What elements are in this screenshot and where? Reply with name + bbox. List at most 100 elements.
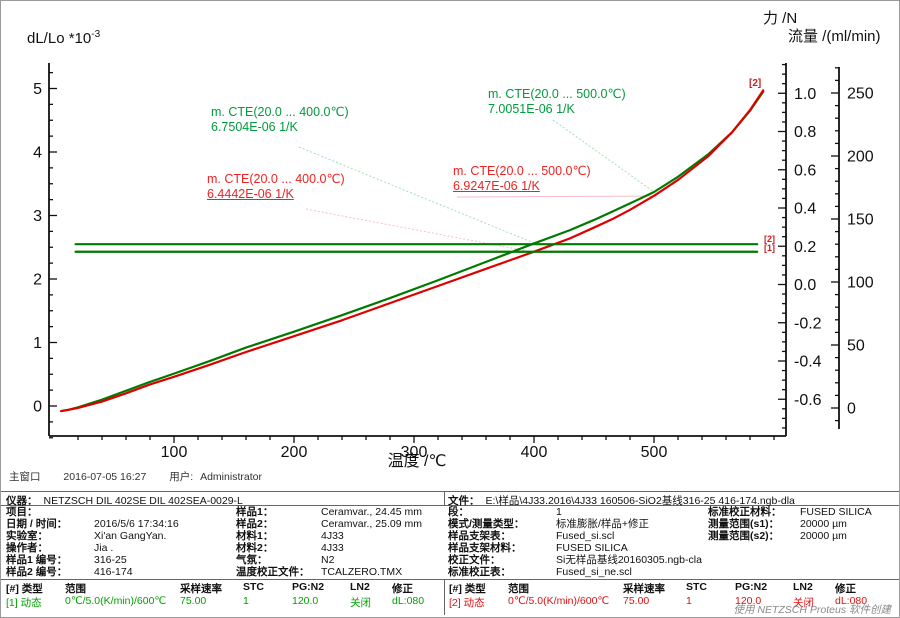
- info-row: 测量范围(s2)： 20000 µm: [708, 530, 872, 543]
- curve-dL-Lo-sample-2-[interactable]: [60, 89, 765, 413]
- cte-annotation-green-500[interactable]: m. CTE(20.0 ... 500.0℃) 7.0051E-06 1/K: [488, 87, 626, 117]
- info-value: 1: [556, 506, 562, 518]
- curve-dL-Lo-sample-1-[interactable]: [60, 90, 765, 413]
- segment-table-divider: [444, 579, 445, 615]
- tick-label: 3: [33, 208, 42, 225]
- info-column-4: 标准校正材料： FUSED SILICA 测量范围(s1)： 20000 µm 测量范围…: [708, 506, 872, 543]
- tick-label: 0.8: [794, 124, 816, 141]
- info-value: Fused_si_ne.scl: [556, 565, 632, 578]
- segment-value: 0℃/5.0(K/min)/600℃: [65, 595, 167, 607]
- info-column-3: 段： 1 模式/测量类型： 标准膨胀/样品+修正 样品支架表： Fused_si.scl 样…: [448, 506, 702, 579]
- info-row: 实验室： Xi'an GangYan.: [6, 529, 179, 543]
- flow-axis-title: 流量 /(ml/min): [788, 28, 881, 45]
- segment-header: LN2: [793, 581, 813, 593]
- tick-label: 200: [281, 444, 308, 461]
- segment-value: 75.00: [623, 595, 650, 607]
- info-row: 样品2 编号： 416-174: [6, 566, 179, 579]
- info-label: 样品支架材料：: [448, 541, 522, 554]
- info-label: 测量范围(s1)：: [708, 517, 780, 530]
- segment-value: 75.00: [180, 595, 207, 607]
- tick-label: 1: [33, 335, 42, 352]
- tick-label: 100: [847, 275, 874, 292]
- tick-label: 500: [641, 444, 668, 461]
- instrument-cell: 仪器： NETZSCH DIL 402SE DIL 402SEA-0029-L: [6, 493, 243, 508]
- info-value: 316-25: [94, 553, 127, 566]
- info-row: 操作者： Jia .: [6, 541, 179, 555]
- segment-header: PG:N2: [292, 581, 325, 593]
- info-row: 样品1 编号： 316-25: [6, 553, 179, 567]
- cte-annotation-value: 7.0051E-06 1/K: [488, 102, 575, 116]
- segment-value: 120.0: [292, 595, 319, 607]
- info-label: 材料1：: [236, 529, 274, 542]
- segment-header: 范围: [508, 583, 529, 595]
- info-label: 实验室：: [6, 529, 48, 542]
- segment-value: 1: [686, 595, 692, 607]
- instrument-label: 仪器：: [6, 495, 38, 507]
- tick-label: 250: [847, 86, 874, 103]
- info-value: Xi'an GangYan.: [94, 529, 167, 542]
- info-value: 2016/5/6 17:34:16: [94, 517, 179, 530]
- info-value: Fused_si.scl: [556, 529, 615, 542]
- info-value: 4J33: [321, 529, 344, 542]
- tick-label: 0.4: [794, 201, 816, 218]
- cte-annotation-green-400[interactable]: m. CTE(20.0 ... 400.0℃) 6.7504E-06 1/K: [211, 105, 349, 135]
- segment-value: 关闭: [793, 597, 814, 609]
- info-table-top-border: [1, 491, 899, 492]
- tick-label: 0: [33, 399, 42, 416]
- info-value: Ceramvar., 25.09 mm: [321, 517, 422, 530]
- cte-annotation-range: m. CTE(20.0 ... 500.0℃): [488, 87, 626, 101]
- info-row: 材料1： 4J33: [236, 529, 422, 543]
- segment-value: 1: [243, 595, 249, 607]
- info-row: 校正文件： Si无样品基线20160305.ngb-cla: [448, 553, 702, 567]
- segment-value: dL:080: [392, 595, 425, 607]
- info-value: Ceramvar., 24.45 mm: [321, 506, 422, 518]
- info-value: Si无样品基线20160305.ngb-cla: [556, 553, 702, 566]
- segment-value: 0℃/5.0(K/min)/600℃: [508, 595, 610, 607]
- info-value: FUSED SILICA: [800, 506, 872, 518]
- info-row: 项目：: [6, 506, 179, 519]
- segment-header: 修正: [835, 583, 856, 595]
- segment-header: 修正: [392, 583, 413, 595]
- segment-header: PG:N2: [735, 581, 768, 593]
- segment-header: STC: [243, 581, 264, 593]
- segment-header: 范围: [65, 583, 86, 595]
- info-label: 标准校正材料：: [708, 506, 782, 518]
- status-bar: 主窗口 2016-07-05 16:27 用户: Administrator: [9, 469, 262, 484]
- info-label: 样品1：: [236, 506, 274, 518]
- info-label: 操作者：: [6, 541, 48, 554]
- info-label: 段：: [448, 506, 469, 518]
- tick-label: 300: [401, 444, 428, 461]
- info-table-row-divider: [1, 505, 899, 506]
- info-row: 测量范围(s1)： 20000 µm: [708, 517, 872, 531]
- status-datetime: 2016-07-05 16:27: [63, 471, 147, 483]
- info-value: FUSED SILICA: [556, 541, 628, 554]
- tick-label: 200: [847, 149, 874, 166]
- cte-annotation-range: m. CTE(20.0 ... 500.0℃): [453, 164, 591, 178]
- tick-label: 400: [521, 444, 548, 461]
- force-axis-title: 力 /N: [763, 10, 798, 27]
- cte-annotation-value: 6.7504E-06 1/K: [211, 120, 298, 134]
- annotation-leader-line: [456, 195, 657, 198]
- info-label: 项目：: [6, 506, 38, 518]
- segment-value: 120.0: [735, 595, 762, 607]
- cte-annotation-red-500[interactable]: m. CTE(20.0 ... 500.0℃) 6.9247E-06 1/K: [453, 164, 591, 194]
- segment-value: 关闭: [350, 597, 371, 609]
- tick-label: -0.6: [794, 392, 822, 409]
- info-row: 样品支架表： Fused_si.scl: [448, 529, 702, 543]
- software-credit: 使用 NETZSCH Proteus 软件创建: [733, 604, 891, 616]
- y-axis-title-dl-lo: dL/Lo *10-3: [27, 29, 100, 47]
- tick-label: 100: [161, 444, 188, 461]
- info-label: 标准校正表：: [448, 565, 511, 578]
- window-tab-main[interactable]: 主窗口: [9, 471, 41, 483]
- cte-annotation-value: 6.9247E-06 1/K: [453, 179, 540, 193]
- instrument-value: NETZSCH DIL 402SE DIL 402SEA-0029-L: [43, 495, 243, 507]
- info-row: 日期 / 时间： 2016/5/6 17:34:16: [6, 517, 179, 531]
- annotation-leader-line: [305, 208, 533, 253]
- info-row: 模式/测量类型： 标准膨胀/样品+修正: [448, 518, 702, 531]
- info-row: 标准校正表： Fused_si_ne.scl: [448, 565, 702, 579]
- info-column-2: 样品1： Ceramvar., 24.45 mm 样品2： Ceramvar., 25…: [236, 506, 422, 578]
- tick-label: 1.0: [794, 86, 816, 103]
- segment-table-2: [#] 类型 范围 采样速率 STC PG:N2 LN2 修正 [2] 动态 0℃/5.0(K/…: [446, 581, 886, 615]
- cte-annotation-red-400[interactable]: m. CTE(20.0 ... 400.0℃) 6.4442E-06 1/K: [207, 172, 345, 202]
